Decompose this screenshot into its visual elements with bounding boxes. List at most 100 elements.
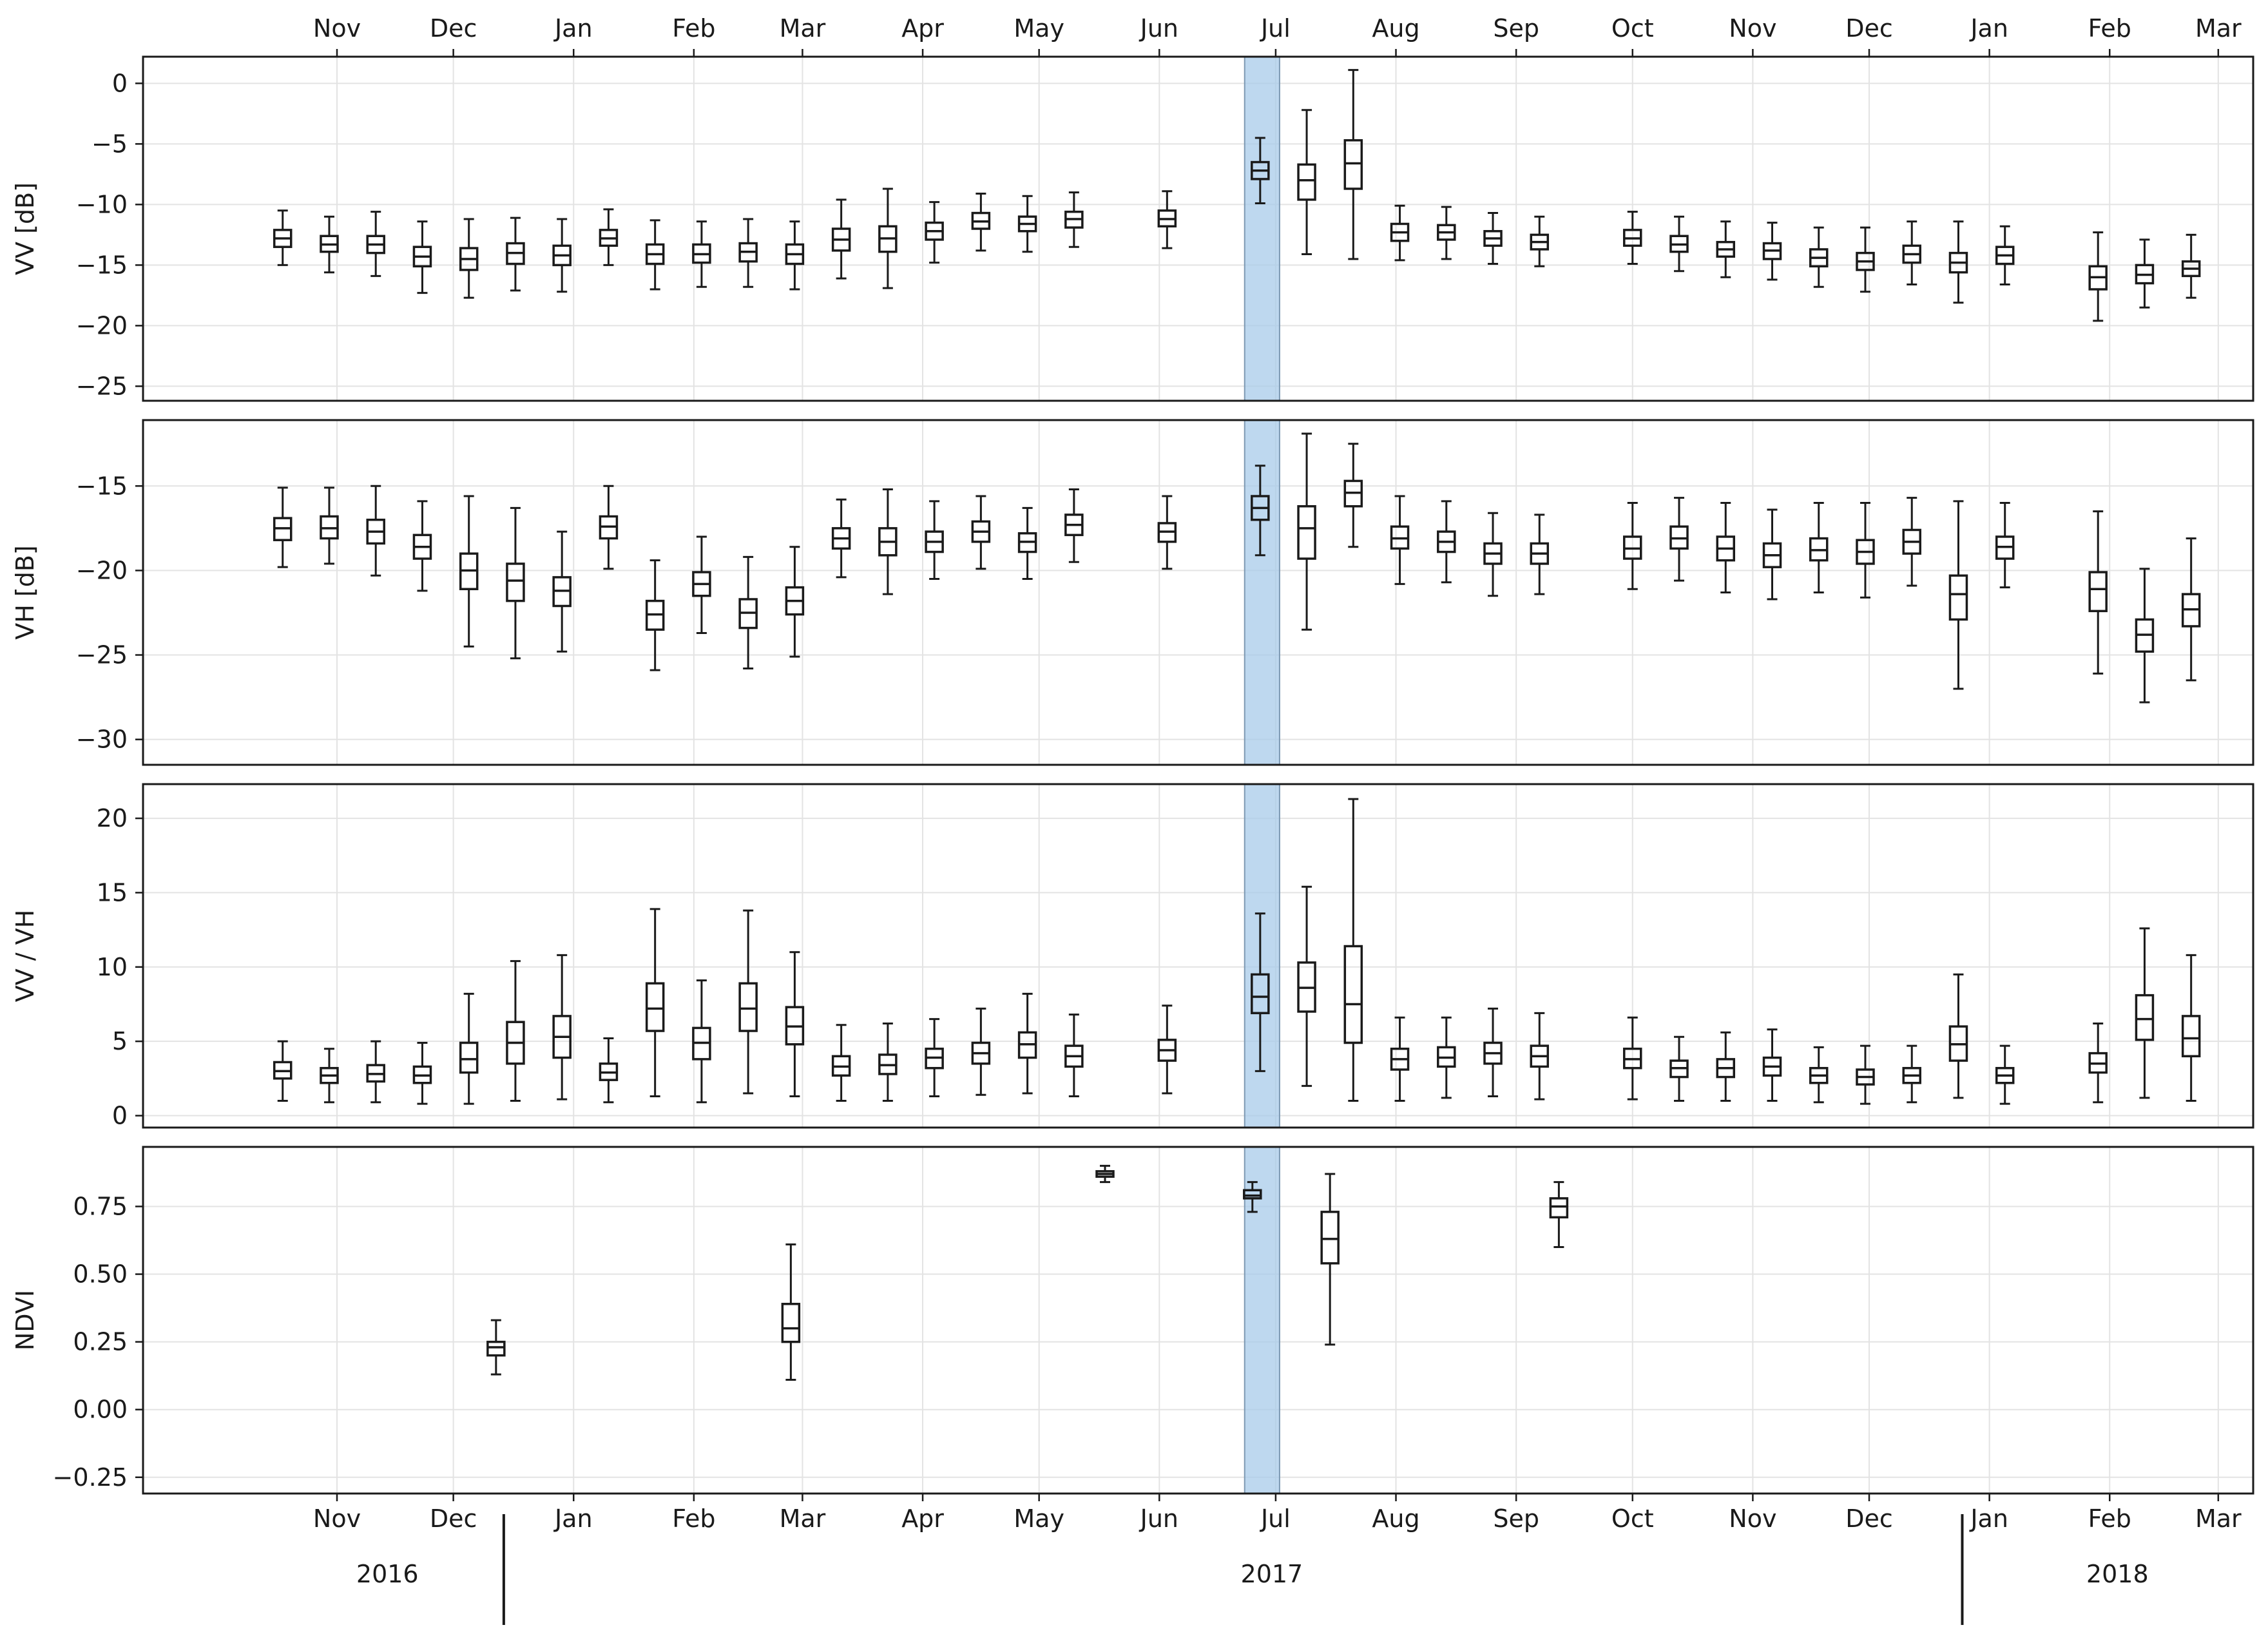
box-plot (1483, 212, 1503, 265)
top-month-label: May (1014, 14, 1064, 43)
box-plot (1343, 69, 1363, 260)
box-plot (320, 1048, 339, 1104)
box-plot (1297, 885, 1316, 1087)
top-month-label: Dec (1845, 14, 1893, 43)
box-plot (412, 1041, 432, 1105)
bottom-month-label: Jan (1969, 1504, 2008, 1533)
box-iqr (781, 1303, 801, 1343)
box-plot (1530, 514, 1550, 595)
bottom-month-label: Feb (2088, 1504, 2131, 1533)
box-plot (459, 992, 479, 1105)
top-month-label: Apr (901, 14, 944, 43)
box-iqr (1297, 505, 1316, 560)
box-plot (1157, 190, 1177, 249)
box-iqr (1343, 139, 1363, 190)
box-plot (971, 192, 991, 252)
box-plot (1623, 502, 1642, 590)
box-plot (1251, 137, 1270, 205)
highlight-band (1244, 56, 1280, 401)
box-plot (1157, 495, 1177, 570)
box-plot (1948, 500, 1968, 690)
box-plot (2181, 233, 2201, 299)
bottom-month-label: Jun (1139, 1504, 1178, 1533)
top-month-label: Aug (1372, 14, 1419, 43)
box-plot (692, 535, 711, 634)
bottom-month-label: Dec (1845, 1504, 1893, 1533)
box-plot (925, 500, 944, 581)
y-tick-label: 10 (97, 953, 128, 981)
bottom-month-label: Nov (1729, 1504, 1776, 1533)
box-plot (1017, 506, 1037, 581)
panel-background (143, 1147, 2253, 1494)
box-plot (831, 198, 851, 280)
box-plot (645, 559, 665, 671)
box-plot (1251, 465, 1270, 557)
panel-frame (142, 55, 2254, 402)
highlight-band (1244, 419, 1280, 765)
y-axis-label: VH [dB] (11, 545, 39, 640)
y-tick-label: −5 (91, 130, 128, 158)
y-tick-label: −15 (76, 472, 128, 500)
y-tick-label: 0.00 (73, 1396, 128, 1424)
y-tick-label: 0 (112, 1102, 128, 1130)
box-plot (506, 960, 525, 1102)
bottom-month-label: Mar (2195, 1504, 2242, 1533)
box-plot (1530, 1012, 1550, 1100)
box-plot (273, 486, 293, 568)
year-label: 2018 (2086, 1560, 2149, 1588)
panel-frame (142, 1146, 2254, 1495)
box-plot (1995, 502, 2015, 589)
chart-panels: 0 −5 −10 −15 −20 −25 VV [dB] −15 −20 −25 −30 VH [dB… (11, 49, 2254, 1501)
box-plot (1390, 1016, 1410, 1102)
box-plot (599, 485, 619, 570)
panel-background (143, 57, 2253, 401)
top-month-label: Feb (672, 14, 715, 43)
box-plot (831, 1024, 851, 1102)
box-plot (1762, 222, 1782, 281)
box-plot (506, 506, 525, 660)
box-plot (2088, 1022, 2108, 1104)
bottom-month-label: Jul (1260, 1504, 1291, 1533)
y-axis-label: VV / VH (11, 910, 39, 1003)
box-plot (552, 530, 572, 653)
box-iqr (1251, 973, 1270, 1015)
bottom-month-label: Sep (1493, 1504, 1539, 1533)
box-plot (1948, 973, 1968, 1099)
box-plot (459, 495, 479, 648)
box-plot (1437, 206, 1456, 260)
box-plot (552, 218, 572, 293)
top-month-label: Mar (780, 14, 826, 43)
box-plot (599, 208, 619, 266)
box-plot (1017, 992, 1037, 1095)
box-plot (506, 216, 525, 292)
box-iqr (1948, 574, 1968, 621)
panel-1: 0 −5 −10 −15 −20 −25 VV [dB] (11, 49, 2254, 402)
box-plot (1437, 1016, 1456, 1099)
box-plot (1902, 1044, 1921, 1104)
bottom-month-label: Feb (672, 1504, 715, 1533)
box-plot (1437, 500, 1456, 584)
box-plot (1064, 488, 1084, 563)
box-plot (1669, 215, 1689, 273)
y-axis-label: VV [dB] (11, 182, 39, 275)
box-plot (738, 909, 758, 1095)
year-axis: 2016 2017 2018 (356, 1514, 2149, 1625)
box-plot (1320, 1173, 1340, 1346)
highlight-band (1244, 783, 1280, 1128)
box-iqr (1549, 1197, 1569, 1219)
box-plot (1902, 220, 1921, 285)
box-plot (645, 908, 665, 1098)
box-plot (2181, 537, 2201, 682)
box-plot (2135, 238, 2155, 309)
box-plot (599, 1037, 619, 1104)
box-iqr (645, 982, 665, 1032)
top-month-label: Jul (1260, 14, 1291, 43)
box-plot (2135, 568, 2155, 704)
box-plot (925, 201, 944, 264)
y-tick-label: 0.75 (73, 1192, 128, 1220)
box-plot (1157, 1004, 1177, 1095)
box-plot (1809, 1046, 1829, 1104)
bottom-month-label: May (1014, 1504, 1064, 1533)
top-month-label: Feb (2088, 14, 2131, 43)
panel-frame (142, 783, 2254, 1129)
